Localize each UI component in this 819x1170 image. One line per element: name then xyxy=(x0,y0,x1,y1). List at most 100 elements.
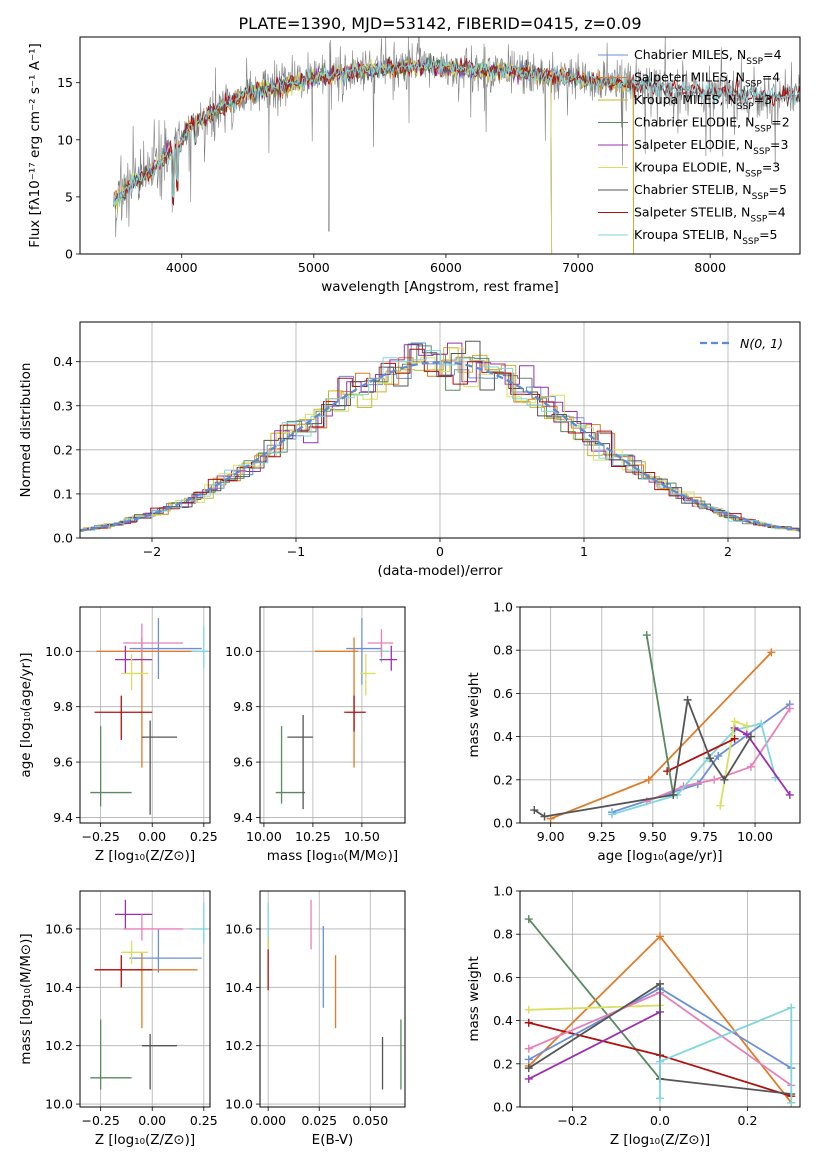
weight-line-7 xyxy=(528,983,792,1095)
legend-suffix: =4 xyxy=(767,205,785,220)
weight-marker xyxy=(746,762,755,771)
x-tick-label: 5000 xyxy=(298,260,330,275)
histogram-5 xyxy=(80,347,800,532)
y-tick-label: 0.6 xyxy=(493,970,513,985)
weight-marker xyxy=(742,730,751,739)
axes-frame xyxy=(79,36,801,255)
data-point-7 xyxy=(90,1019,132,1090)
weight-marker xyxy=(524,1055,533,1064)
x-tick-label: 0.00 xyxy=(138,1113,166,1128)
x-tick-label: 10.00 xyxy=(246,829,282,844)
y-tick-label: 0.2 xyxy=(493,1056,513,1071)
x-tick-label: 7000 xyxy=(562,260,594,275)
weight-marker xyxy=(656,1094,664,1103)
x-tick-label: 0.050 xyxy=(352,1113,388,1128)
y-tick-label: 1.0 xyxy=(493,884,513,899)
data-point-7 xyxy=(90,726,132,807)
y-tick-label: 15 xyxy=(57,75,73,90)
legend-suffix: =3 xyxy=(754,92,772,107)
weight-line-4 xyxy=(528,1011,661,1080)
panel-age_vs_mass: 10.00 10.25 10.50 9.4 9.6 9.8 10.0 mass [log₁₀(… xyxy=(225,606,406,864)
weight-marker xyxy=(706,754,715,763)
data-point-5 xyxy=(359,654,376,696)
data-point-4 xyxy=(367,629,394,657)
y-tick-label: 0.0 xyxy=(493,1100,513,1115)
plot-area xyxy=(80,607,210,823)
x-axis-label: wavelength [Angstrom, rest frame] xyxy=(321,279,559,295)
weight-marker xyxy=(524,915,533,924)
x-tick-label: 0.2 xyxy=(738,1113,758,1128)
weight-marker xyxy=(787,1098,796,1107)
weight-marker xyxy=(757,719,766,728)
plot-area xyxy=(260,891,405,1107)
data-point-4 xyxy=(123,914,184,941)
model-line-3 xyxy=(113,53,553,254)
weight-marker xyxy=(787,1003,796,1012)
data-point-8 xyxy=(141,1034,177,1090)
x-tick-label: 0.025 xyxy=(301,1113,337,1128)
axes-frame xyxy=(519,606,801,824)
legend-suffix: =2 xyxy=(771,115,789,130)
x-tick-label: 0 xyxy=(436,544,444,559)
axes-frame xyxy=(79,606,211,824)
x-tick-label: 9.50 xyxy=(639,829,667,844)
legend-entry: Salpeter MILES, NSSP=4 xyxy=(634,70,780,90)
y-tick-label: 10.0 xyxy=(45,644,73,659)
weight-marker xyxy=(524,1018,533,1027)
data-point-0 xyxy=(129,928,202,973)
legend: N(0, 1) xyxy=(700,336,783,351)
y-tick-label: 0.3 xyxy=(53,398,73,413)
x-tick-label: 9.25 xyxy=(588,829,616,844)
weight-marker xyxy=(524,1064,533,1073)
y-tick-label: 0.1 xyxy=(53,486,73,501)
data-point-6 xyxy=(94,695,153,740)
x-tick-label: −0.25 xyxy=(81,1113,119,1128)
y-tick-label: 10.0 xyxy=(225,1097,253,1112)
x-tick-label: 10.50 xyxy=(344,829,380,844)
y-axis-label: mass weight xyxy=(466,672,482,757)
legend-label: Kroupa STELIB, N xyxy=(634,227,742,242)
x-tick-label: 0.00 xyxy=(138,829,166,844)
x-tick-label: 1 xyxy=(580,544,588,559)
weight-marker xyxy=(530,806,539,815)
y-axis-label: Normed distribution xyxy=(18,363,34,498)
plot-area xyxy=(520,607,800,823)
data-point-1 xyxy=(314,637,358,768)
axes-frame xyxy=(519,890,801,1108)
weight-marker xyxy=(644,775,653,784)
x-tick-label: 10.00 xyxy=(737,829,773,844)
y-tick-label: 9.4 xyxy=(53,810,73,825)
y-tick-label: 10.4 xyxy=(225,980,253,995)
model-line-7 xyxy=(113,57,800,206)
data-point-8 xyxy=(141,720,177,815)
data-point-6 xyxy=(94,955,153,988)
legend-sub: SSP xyxy=(754,125,771,135)
axes-frame xyxy=(259,606,406,824)
data-point-3 xyxy=(115,899,153,929)
y-tick-label: 10.0 xyxy=(45,1097,73,1112)
x-axis-label: Z [log₁₀(Z/Z⊙)] xyxy=(610,1132,710,1148)
legend-entry: Chabrier STELIB, NSSP=5 xyxy=(634,182,787,202)
plot-area xyxy=(80,322,800,538)
plot-area xyxy=(112,37,800,254)
y-tick-label: 9.6 xyxy=(233,755,253,770)
panel-mass_vs_Z: −0.25 0.00 0.25 10.0 10.2 10.4 10.6 Z [log₁₀(Z/… xyxy=(18,890,218,1148)
x-tick-label: −0.25 xyxy=(81,829,119,844)
legend-sub: SSP xyxy=(737,102,754,112)
x-tick-label: −1 xyxy=(287,544,305,559)
y-tick-label: 10.6 xyxy=(225,921,253,936)
panel-spectrum: 4000 5000 6000 7000 8000 0 5 10 15 wavelength [An… xyxy=(27,36,801,295)
weight-marker xyxy=(524,1005,533,1014)
model-line-4 xyxy=(113,57,553,254)
x-tick-label: 6000 xyxy=(430,260,462,275)
legend-suffix: =4 xyxy=(763,47,781,62)
x-tick-label: −2 xyxy=(143,544,161,559)
y-tick-label: 0.0 xyxy=(53,531,73,546)
weight-marker xyxy=(669,790,678,799)
y-axis-label: mass weight xyxy=(466,956,482,1041)
y-tick-label: 10 xyxy=(57,132,73,147)
legend-label: Chabrier STELIB, N xyxy=(634,182,752,197)
data-point-5 xyxy=(121,940,149,964)
data-point-2 xyxy=(191,626,208,668)
weight-marker xyxy=(656,932,664,941)
